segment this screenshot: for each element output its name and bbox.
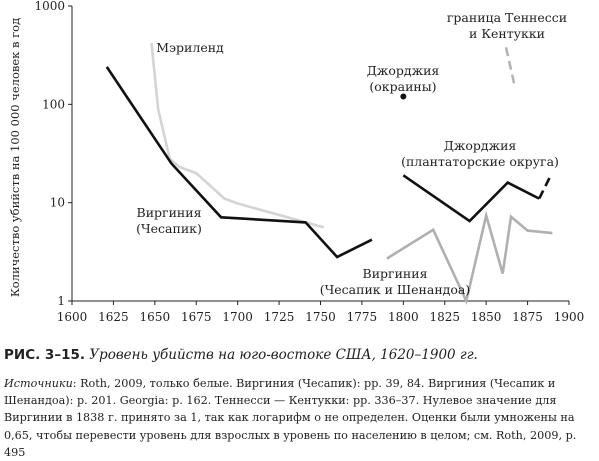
chart-axes: 1600 1625 1650 1675 1700 1725 1750 1775 1800 1825… [8,0,584,324]
y-tick-label: 1 [57,294,65,308]
series-label-line: Джорджия [367,63,440,78]
series-line [504,47,516,85]
x-tick-label: 1700 [222,310,253,324]
x-tick-label: 1675 [181,310,212,324]
series-label-line: и Кентукки [469,26,545,41]
homicide-chart: 1600 1625 1650 1675 1700 1725 1750 1775 1800 1825… [8,0,584,324]
x-tick-label: 1725 [264,310,295,324]
series-label-line: граница Теннесси [447,10,567,25]
series-label-line: (окраины) [369,79,436,94]
y-tick-label: 10 [50,196,65,210]
x-tick-label: 1650 [140,310,171,324]
figure-sources: Источники: Roth, 2009, только белые. Вир… [4,375,596,461]
chart-series [105,42,553,305]
sources-label: Источники [4,377,73,390]
series-label: Виргиния (Чесапик) [136,205,202,236]
x-tick-label: 1800 [388,310,419,324]
series-label: Виргиния (Чесапик и Шенандоа) [320,266,470,297]
series-line [386,210,553,305]
series-line [402,174,540,223]
series-label-line: Виргиния [137,205,202,220]
x-tick-label: 1900 [554,310,585,324]
x-tick-label: 1625 [98,310,129,324]
figure-caption: РИС. 3–15. Уровень убийств на юго-восток… [4,346,594,364]
series-line [150,42,325,229]
series-label-line: Джорджия [444,138,517,153]
series-label-line: (плантаторские округа) [401,154,559,169]
series-line [105,66,373,259]
y-tick-label: 1000 [34,0,65,13]
series-label-line: Виргиния [363,266,428,281]
x-tick-label: 1600 [57,310,88,324]
sources-text: : Roth, 2009, только белые. Виргиния (Че… [4,377,577,459]
series-label: граница Теннесси и Кентукки [447,10,567,41]
series-point [400,93,407,100]
series-label: Джорджия (окраины) [367,63,440,94]
x-tick-label: 1825 [429,310,460,324]
caption-title: Уровень убийств на юго-востоке США, 1620… [89,347,478,363]
caption-label: РИС. 3–15. [4,347,85,363]
series-label-line: Мэриленд [156,40,224,55]
x-tick-label: 1875 [512,310,543,324]
y-axis-label: Количество убийств на 100 000 человек в … [8,18,22,297]
series-label-line: (Чесапик и Шенандоа) [320,282,470,297]
series-label: Мэриленд [156,40,224,55]
series-label: Джорджия (плантаторские округа) [401,138,559,169]
x-tick-label: 1850 [471,310,502,324]
y-tick-label: 100 [42,97,65,111]
x-tick-label: 1750 [305,310,336,324]
series-label-line: (Чесапик) [136,221,202,236]
series-line [538,174,552,200]
x-tick-label: 1775 [347,310,378,324]
